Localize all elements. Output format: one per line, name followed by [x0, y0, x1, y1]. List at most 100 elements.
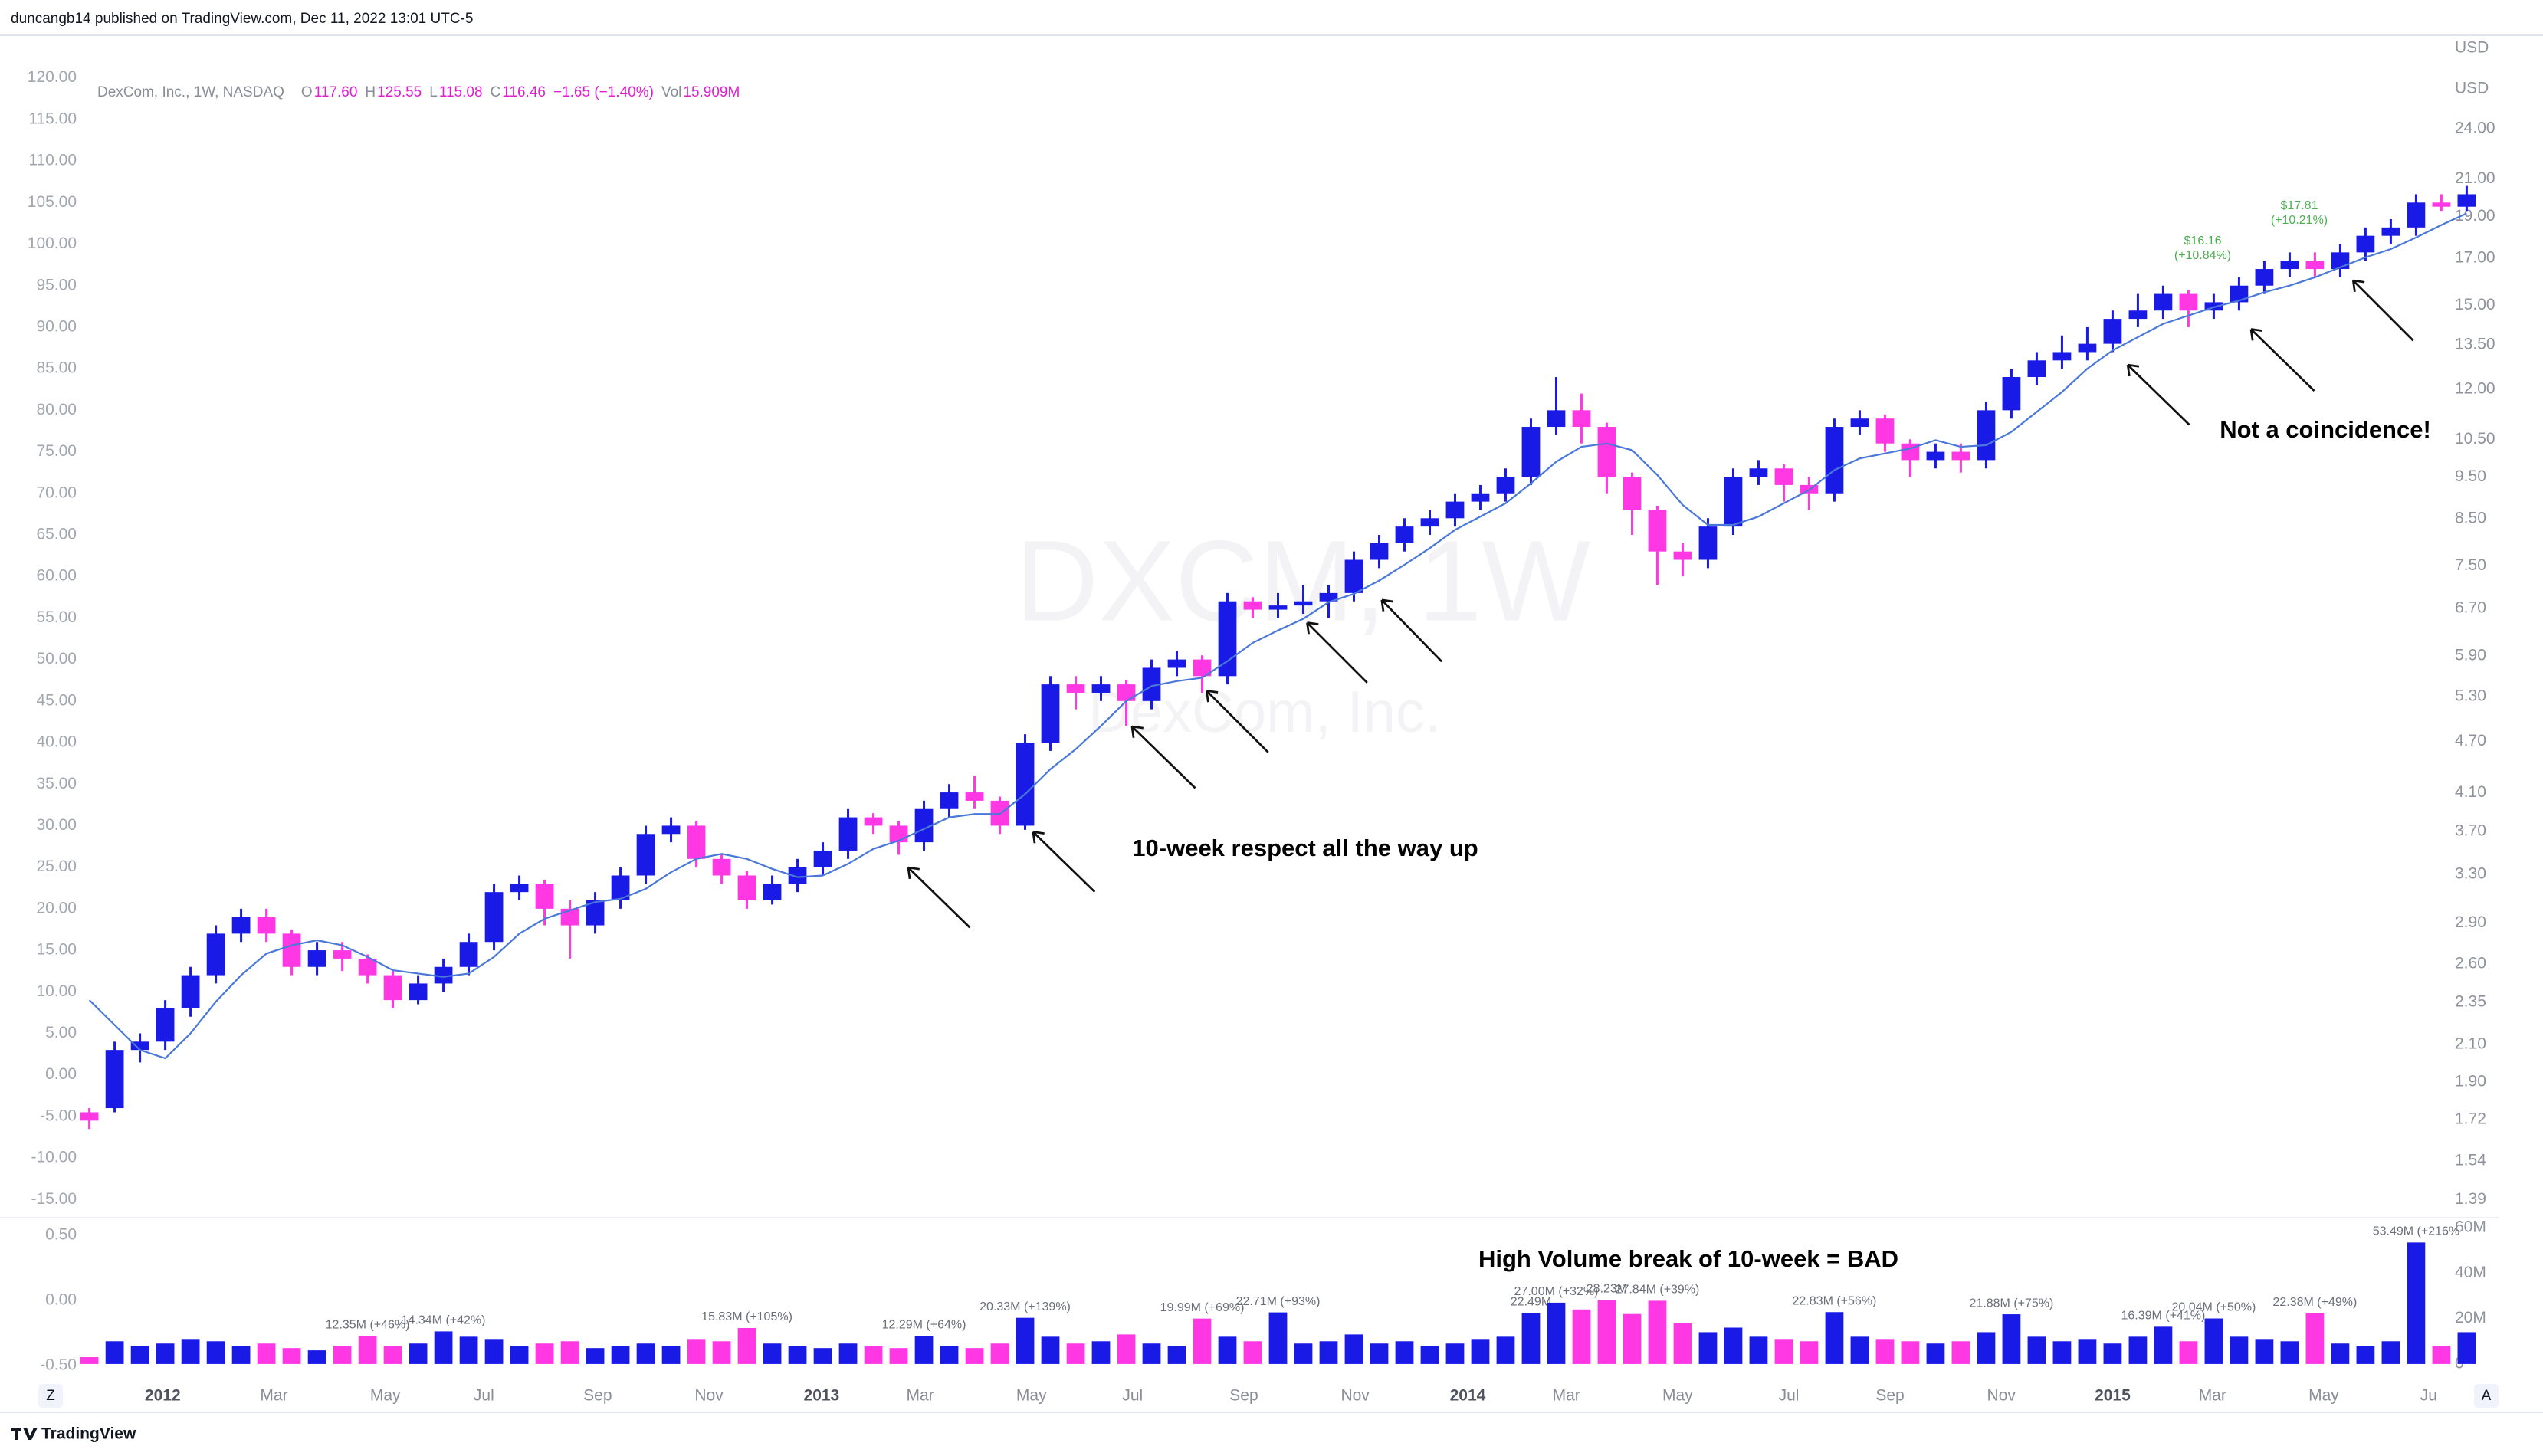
volume-label: 12.35M (+46%) — [326, 1319, 410, 1332]
candle-body — [2432, 202, 2451, 207]
arrow — [1380, 598, 1443, 663]
candle-body — [231, 917, 251, 934]
button-label[interactable]: A — [2482, 1388, 2492, 1404]
y-tick-label: 20.00 — [36, 899, 77, 917]
candle-body — [1597, 427, 1616, 477]
candle-body — [1167, 659, 1186, 668]
volume-bar — [2432, 1346, 2451, 1364]
volume-bar — [1395, 1341, 1414, 1364]
volume-label: 21.88M (+75%) — [1970, 1297, 2054, 1310]
candle-body — [2407, 202, 2426, 228]
volume-label: 19.99M (+69%) — [1160, 1301, 1245, 1314]
volume-bar — [409, 1343, 428, 1364]
scale-button[interactable]: Z — [38, 1384, 63, 1408]
auto-button[interactable]: A — [2474, 1384, 2499, 1408]
candle-body — [206, 933, 225, 976]
y-tick-label: 35.00 — [36, 775, 77, 792]
y2-tick-label: 5.90 — [2455, 647, 2486, 664]
y-tick-label: 30.00 — [36, 816, 77, 834]
volume-bar — [1370, 1343, 1389, 1364]
y2-tick-label: 9.50 — [2455, 467, 2486, 485]
candle-body — [914, 808, 934, 843]
y-tick-label: 65.00 — [36, 526, 77, 543]
legend-key: L — [429, 84, 438, 100]
symbol-legend: DexCom, Inc., 1W, NASDAQ O 117.60 H 125.55 L 1… — [97, 84, 740, 100]
candle-body — [2179, 293, 2198, 311]
candle-body — [560, 908, 579, 926]
candle-body — [1243, 601, 1262, 610]
y2-tick-label: 12.00 — [2455, 379, 2495, 397]
volume-bar — [282, 1348, 301, 1364]
volume-bar — [484, 1339, 504, 1364]
y2-tick-label: 21.00 — [2455, 169, 2495, 187]
y2-tick-label: 60M — [2455, 1218, 2486, 1236]
volume-bar — [838, 1343, 858, 1364]
candle-body — [2078, 343, 2097, 353]
volume-bar — [2078, 1339, 2097, 1364]
volume-bar — [231, 1346, 251, 1364]
volume-bar — [1420, 1346, 1439, 1364]
volume-bar — [1319, 1341, 1338, 1364]
candle-body — [307, 950, 326, 967]
volume-bar — [1875, 1339, 1895, 1364]
x-tick-label: Mar — [2199, 1387, 2226, 1405]
candle-body — [181, 975, 200, 1008]
candle-body — [2305, 261, 2325, 270]
volume-bar — [1016, 1317, 1035, 1364]
arrow — [1205, 690, 1269, 753]
candle-body — [586, 900, 605, 926]
x-tick-label: 2014 — [1450, 1387, 1486, 1405]
brand-logo: TradingView — [11, 1425, 136, 1443]
volume-bar — [2280, 1341, 2299, 1364]
y2-tick-label: 5.30 — [2455, 687, 2486, 704]
y2-tick-label: 1.90 — [2455, 1073, 2486, 1090]
candle-body — [2103, 319, 2122, 344]
button-label[interactable]: Z — [46, 1388, 55, 1404]
y-tick-label: 55.00 — [36, 608, 77, 626]
legend-key: Vol — [661, 84, 681, 100]
volume-bar — [611, 1346, 630, 1364]
candle-body — [358, 958, 377, 976]
volume-bar — [1698, 1332, 1718, 1364]
y-tick-label: 40.00 — [36, 733, 77, 751]
y2-tick-label: 2.60 — [2455, 955, 2486, 972]
currency-label: USD — [2455, 80, 2489, 97]
y-tick-label: 45.00 — [36, 691, 77, 709]
volume-bar — [459, 1336, 478, 1364]
candle-body — [1648, 510, 1667, 552]
volume-bar — [813, 1348, 832, 1364]
candle-body — [2027, 360, 2046, 377]
volume-bar — [2154, 1326, 2173, 1364]
publish-header: duncangb14 published on TradingView.com,… — [11, 11, 473, 27]
candle-body — [2230, 285, 2249, 303]
volume-bar — [990, 1343, 1009, 1364]
candle-body — [1420, 518, 1439, 527]
candle-body — [1875, 418, 1895, 444]
candle-body — [2381, 227, 2400, 236]
volume-bar — [257, 1343, 276, 1364]
candle-body — [156, 1008, 175, 1042]
y2-tick-label: 7.50 — [2455, 556, 2486, 574]
volume-bar — [1496, 1336, 1515, 1364]
x-tick-label: Nov — [1987, 1387, 2016, 1405]
candle-body — [484, 892, 504, 943]
arrow — [2249, 328, 2315, 392]
candle-body — [1521, 427, 1541, 477]
volume-bar — [2305, 1313, 2325, 1364]
volume-bar — [1066, 1343, 1085, 1364]
y-tick-label: -5.00 — [40, 1107, 77, 1124]
volume-bar — [383, 1346, 402, 1364]
y-tick-label: 0.00 — [45, 1291, 77, 1309]
y2-tick-label: 2.10 — [2455, 1035, 2486, 1052]
volume-bar — [2128, 1336, 2148, 1364]
volume-bar — [1218, 1336, 1237, 1364]
y-tick-label: 15.00 — [36, 941, 77, 959]
x-tick-label: Nov — [694, 1387, 724, 1405]
y2-tick-label: 2.35 — [2455, 992, 2486, 1010]
candle-body — [813, 850, 832, 867]
arrow — [1130, 725, 1196, 789]
y2-tick-label: 15.00 — [2455, 296, 2495, 313]
volume-bar — [788, 1346, 807, 1364]
y-tick-label: 75.00 — [36, 442, 77, 460]
